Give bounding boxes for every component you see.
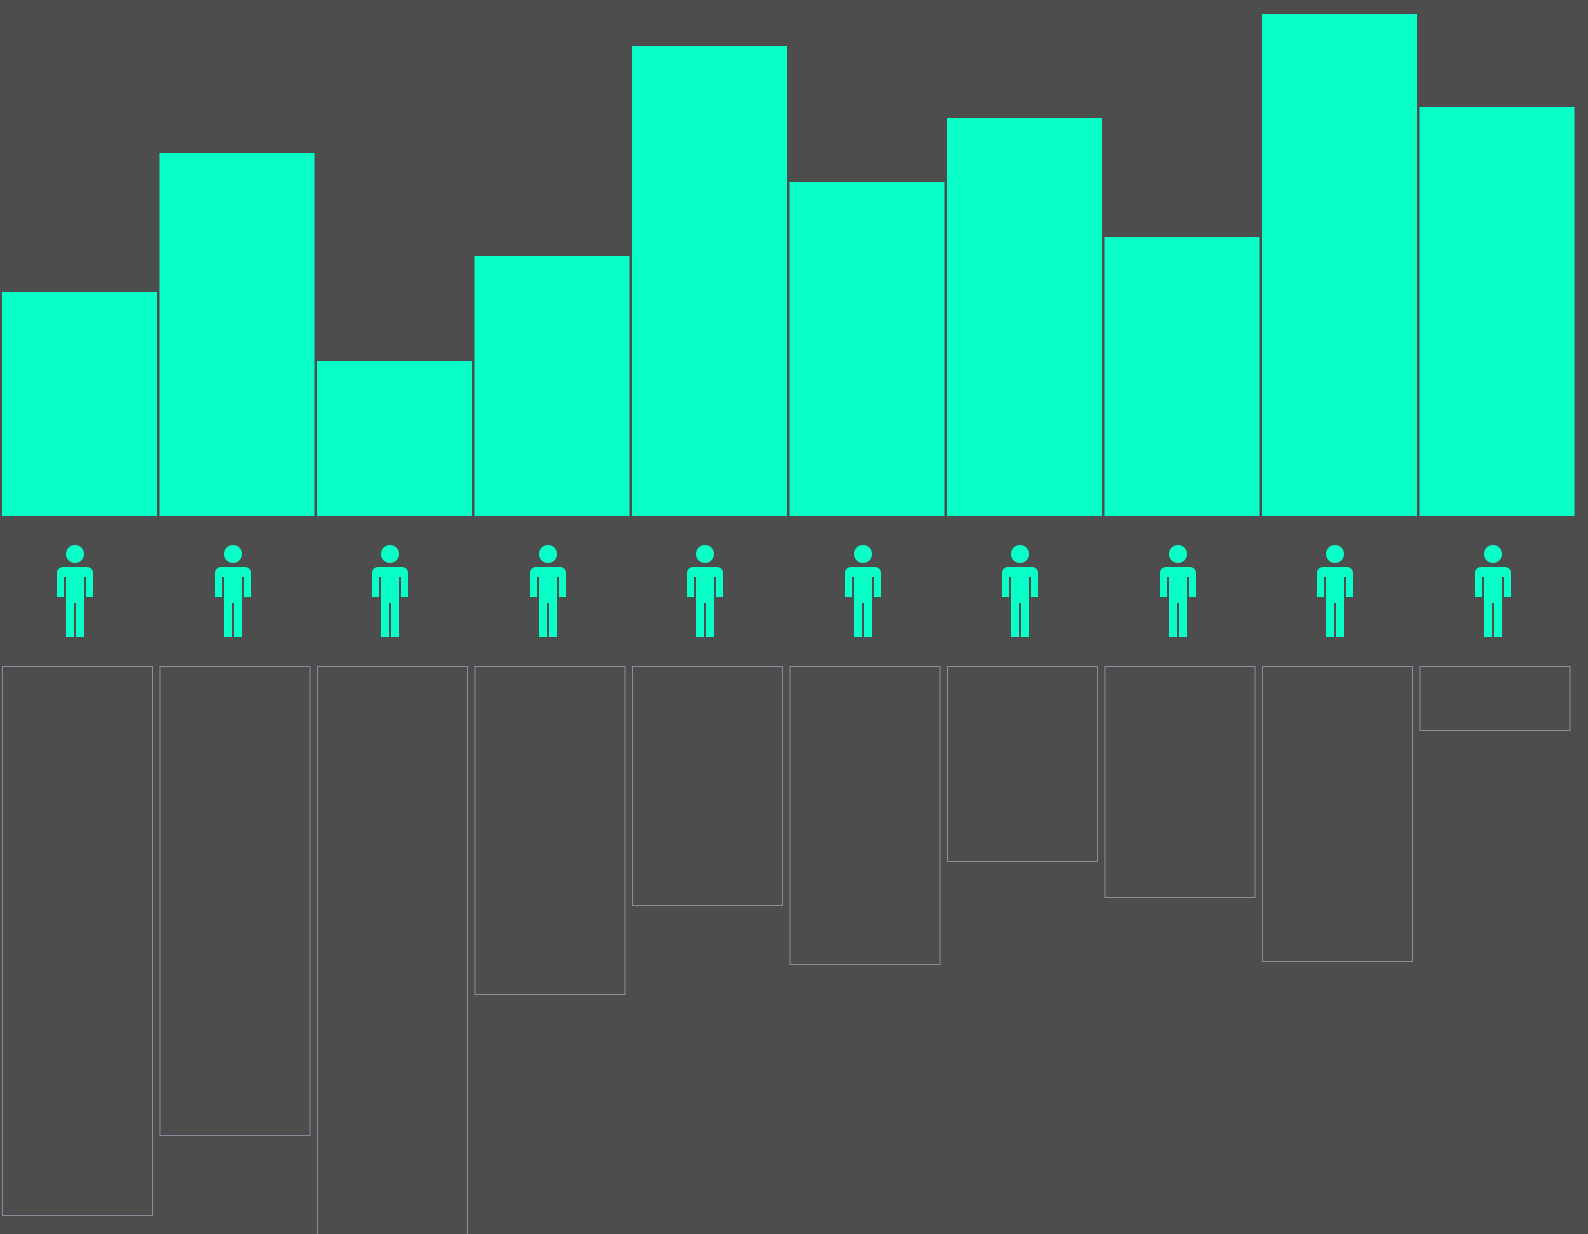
bar bbox=[159, 153, 315, 516]
outline-bar bbox=[1262, 666, 1413, 962]
bar bbox=[474, 256, 630, 516]
outline-bar bbox=[632, 666, 783, 906]
outline-bar bbox=[159, 666, 311, 1136]
outline-bar bbox=[474, 666, 626, 995]
bar bbox=[1419, 107, 1575, 516]
bar bbox=[317, 361, 472, 516]
outline-bar bbox=[317, 666, 468, 1234]
bar bbox=[789, 182, 945, 516]
bar bbox=[1262, 14, 1417, 516]
bar bbox=[632, 46, 787, 516]
outline-bar bbox=[1419, 666, 1571, 731]
outline-bar bbox=[2, 666, 153, 1216]
outline-bar bbox=[947, 666, 1098, 862]
outline-bar bbox=[1104, 666, 1256, 898]
outline-bar bbox=[789, 666, 941, 965]
bar bbox=[947, 118, 1102, 516]
bar bbox=[2, 292, 157, 516]
bar bbox=[1104, 237, 1260, 516]
